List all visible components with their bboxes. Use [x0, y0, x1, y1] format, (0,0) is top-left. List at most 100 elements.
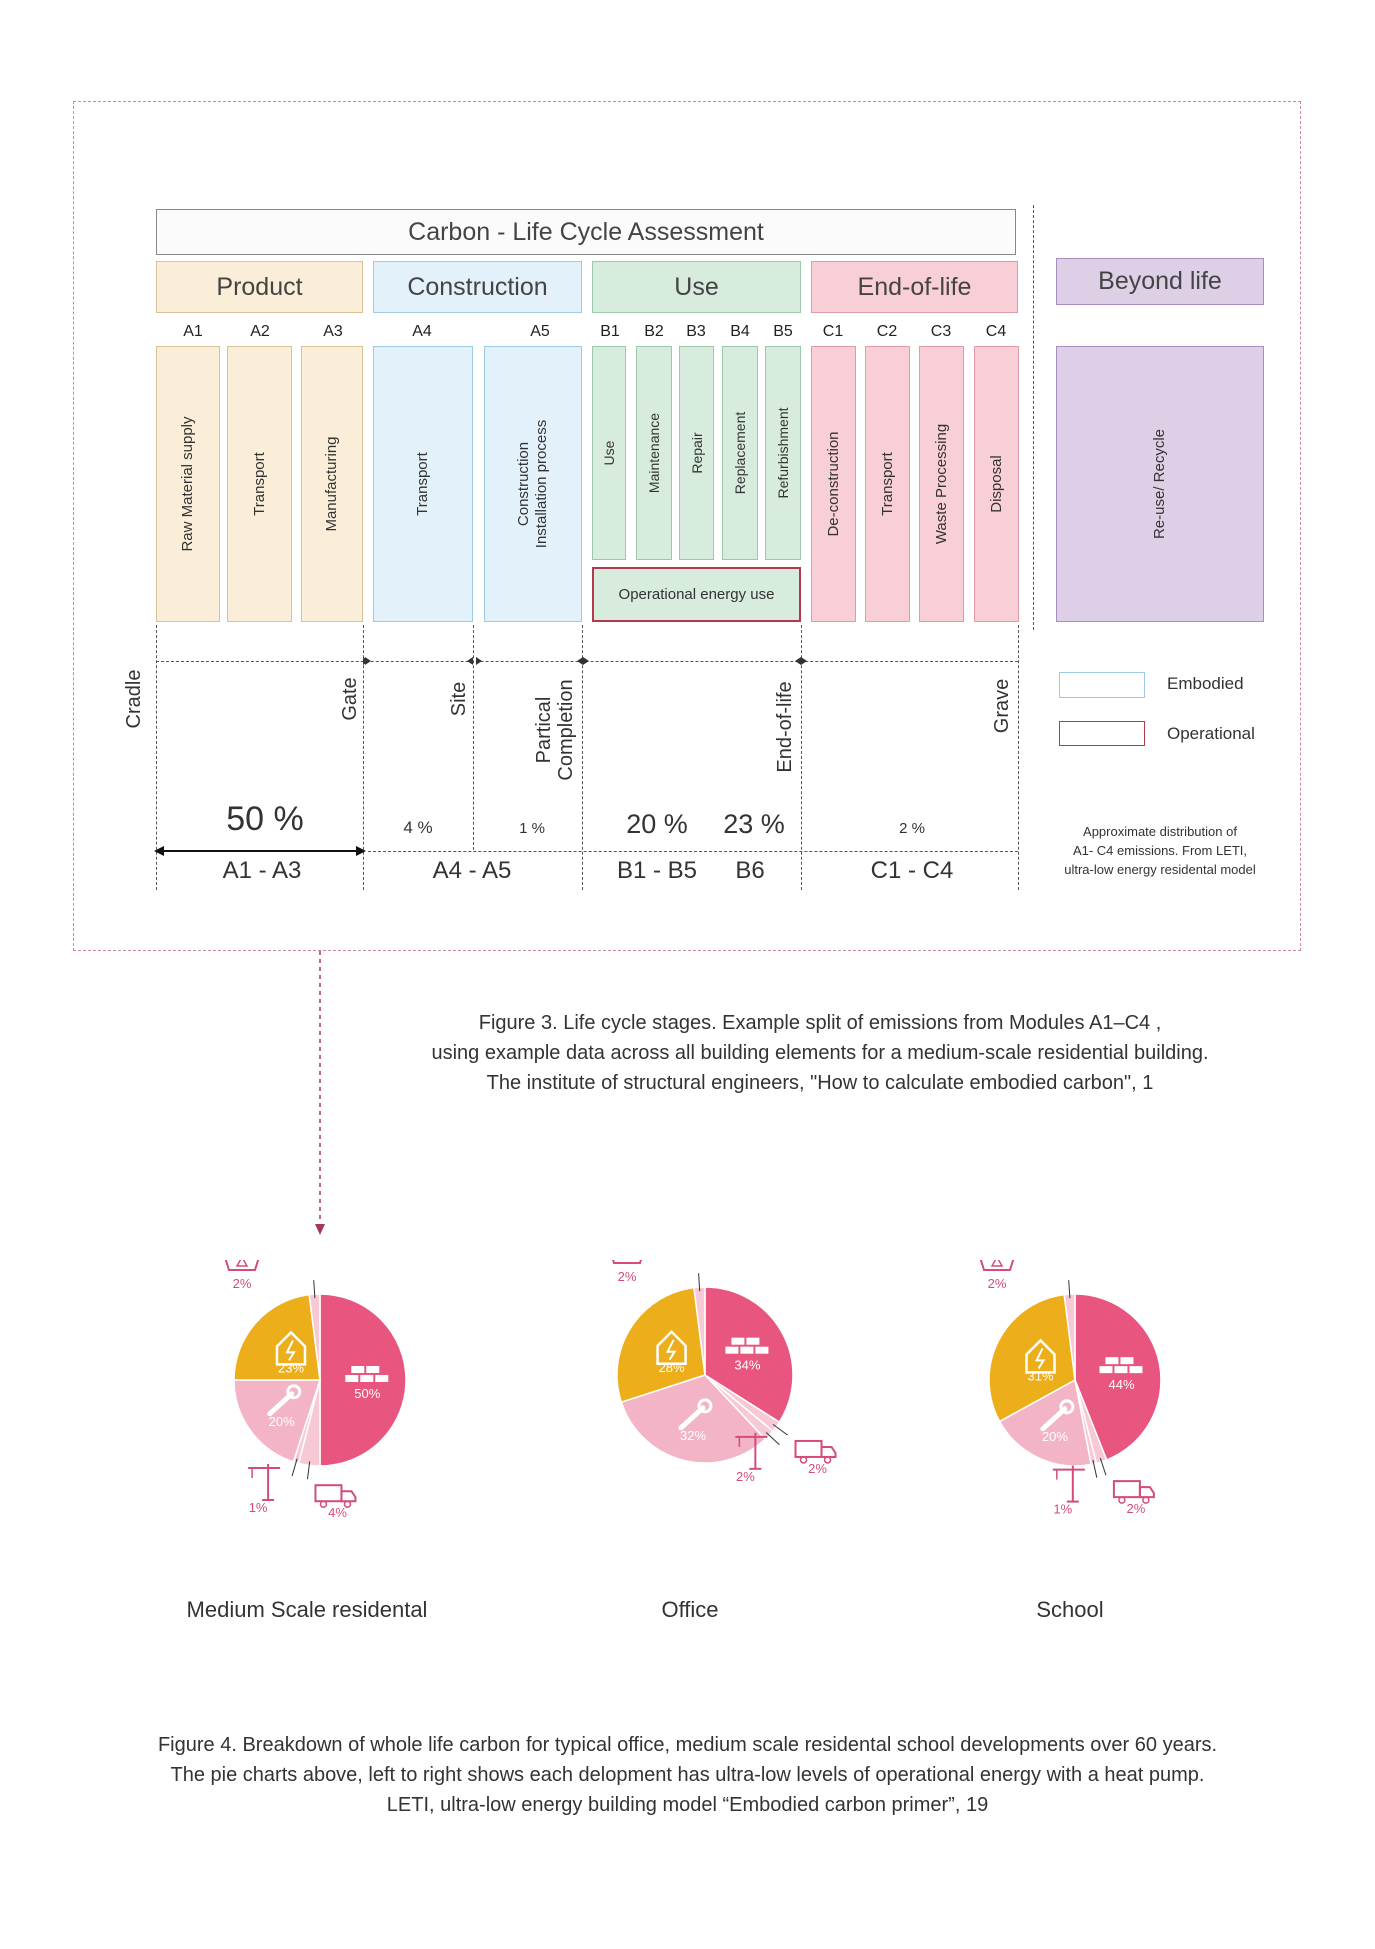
leader-line: [291, 1458, 298, 1477]
module-c1: C1: [822, 323, 844, 340]
timeline-divider: [156, 625, 157, 890]
process-raw-material: Raw Material supply: [156, 346, 220, 622]
process-label: Construction Installation process: [515, 420, 551, 548]
house-energy-icon: [1025, 1338, 1056, 1374]
module-b2: B2: [644, 323, 664, 340]
lca-title: Carbon - Life Cycle Assessment: [156, 209, 1016, 255]
milestone-cradle: Cradle: [123, 669, 145, 729]
module-a3: A3: [323, 323, 343, 340]
leader-line: [765, 1432, 780, 1446]
caption-line: The institute of structural engineers, "…: [486, 1072, 1154, 1094]
process-use-b1: Use: [592, 346, 626, 560]
percent-a4: 4 %: [403, 818, 433, 837]
slice-value-label: 20%: [1042, 1429, 1068, 1444]
module-a4: A4: [412, 323, 432, 340]
a1-a3-span-arrow: [154, 846, 366, 856]
slice-value-label: 34%: [734, 1358, 760, 1373]
module-c3: C3: [930, 323, 952, 340]
milestone-line1: Partical: [533, 696, 555, 764]
process-label: Raw Material supply: [179, 416, 196, 552]
stage-product: Product: [156, 261, 363, 313]
connector-arrow: [315, 951, 325, 1235]
process-transport-a2: Transport: [227, 346, 292, 622]
recycle-bin-icon: [979, 1260, 1015, 1271]
process-label: Replacement: [732, 411, 748, 495]
caption-line: Figure 4. Breakdown of whole life carbon…: [157, 1734, 1218, 1756]
process-label: Maintenance: [646, 412, 662, 494]
legend-operational-label: Operational: [1167, 724, 1255, 743]
bricks-icon: [345, 1366, 389, 1382]
slice-value-label: 1%: [249, 1500, 268, 1515]
leader-line: [1092, 1459, 1098, 1478]
truck-icon: [794, 1439, 837, 1464]
process-label: Repair: [688, 432, 705, 474]
truck-icon: [1112, 1480, 1155, 1504]
house-energy-icon: [656, 1330, 687, 1366]
process-deconstruction: De-construction: [811, 346, 856, 622]
figure3-caption: Figure 3. Life cycle stages. Example spl…: [300, 1008, 1340, 1098]
pie-title-school: School: [1036, 1597, 1104, 1622]
wrench-icon: [678, 1398, 713, 1431]
caption-line: LETI, ultra-low energy building model “E…: [386, 1794, 989, 1816]
milestone-grave: Grave: [991, 678, 1013, 734]
process-transport-a4: Transport: [373, 346, 473, 622]
process-label: Re-use/ Recycle: [1151, 428, 1168, 540]
timeline-divider: [363, 625, 364, 890]
timeline-divider: [582, 625, 583, 890]
pie-chart-school: 44% 20% 31% 2% 2% 1%: [979, 1260, 1162, 1517]
process-label: Disposal: [987, 455, 1005, 513]
slice-value-label: 44%: [1108, 1377, 1134, 1392]
module-b1: B1: [600, 323, 620, 340]
process-replacement: Replacement: [722, 346, 758, 560]
legend-embodied-swatch: [1059, 672, 1145, 698]
caption-line: The pie charts above, left to right show…: [170, 1764, 1205, 1786]
process-disposal: Disposal: [974, 346, 1019, 622]
recycle-bin-icon: [612, 1260, 642, 1264]
process-repair: Repair: [679, 346, 714, 560]
slice-product: [1074, 1293, 1162, 1461]
bricks-icon: [725, 1337, 769, 1354]
truck-icon: [314, 1484, 357, 1508]
timeline-lower-axis: [368, 851, 1018, 852]
crane-icon: [248, 1464, 281, 1502]
process-refurbishment: Refurbishment: [765, 346, 801, 560]
percent-b1-b5: 20 %: [626, 809, 688, 839]
timeline-divider: [473, 625, 474, 850]
leader-line: [1099, 1457, 1107, 1476]
slice-operational: [616, 1286, 706, 1404]
stage-beyond-life: Beyond life: [1056, 258, 1264, 305]
leader-line: [1068, 1280, 1071, 1299]
slice-value-label: 2%: [618, 1269, 637, 1284]
recycle-bin-icon: [224, 1260, 260, 1271]
percent-c: 2 %: [899, 820, 925, 837]
slice-value-label: 4%: [328, 1505, 347, 1520]
timeline-arrows: [357, 657, 807, 665]
process-label: De-construction: [824, 431, 842, 537]
leader-line: [313, 1280, 316, 1299]
process-label: Transport: [878, 452, 896, 516]
slice-value-label: 23%: [278, 1360, 304, 1375]
leader-line: [307, 1461, 311, 1480]
milestone-line2: Completion: [555, 679, 577, 781]
timeline-divider: [1018, 625, 1019, 890]
module-b5: B5: [773, 323, 793, 340]
timeline-divider: [801, 625, 802, 890]
slice-value-label: 20%: [269, 1414, 295, 1429]
figure3-frame: [73, 101, 1301, 951]
milestone-partial-completion: Partical Completion: [533, 679, 577, 780]
note-line: ultra-low energy residental model: [1064, 862, 1256, 877]
pie-title-residential: Medium Scale residental: [186, 1597, 428, 1622]
process-label: Use: [601, 440, 617, 466]
slice-value-label: 28%: [659, 1360, 685, 1375]
process-label: Waste Processing: [932, 423, 950, 545]
legend-operational-swatch: [1059, 721, 1145, 746]
process-operational-energy: Operational energy use: [592, 567, 801, 622]
module-a5: A5: [530, 323, 550, 340]
slice-use: [233, 1379, 322, 1463]
group-c1-c4: C1 - C4: [870, 857, 954, 884]
crane-icon: [735, 1432, 768, 1470]
legend-embodied-label: Embodied: [1167, 674, 1244, 693]
slice-value-label: 31%: [1027, 1368, 1053, 1383]
caption-line: Figure 3. Life cycle stages. Example spl…: [478, 1012, 1162, 1034]
leader-line: [698, 1273, 701, 1292]
